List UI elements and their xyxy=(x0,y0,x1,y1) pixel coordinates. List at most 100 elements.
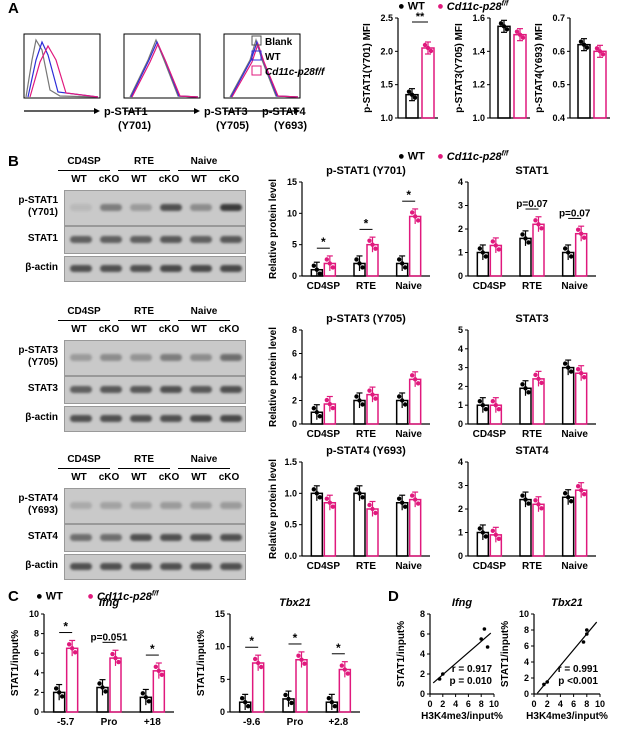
y-tick-label: 2 xyxy=(420,669,425,679)
blot-band xyxy=(160,502,182,509)
mfi-ylabel: p-STAT1(Y701) MFI xyxy=(362,23,373,113)
legend-ko-dot: ● xyxy=(437,150,444,163)
y-tick-label: 0.0 xyxy=(284,551,297,561)
data-point xyxy=(477,399,483,404)
flow-curve-ko-1 xyxy=(29,44,99,98)
flow-box-2 xyxy=(123,33,201,99)
y-tick-label: 0 xyxy=(524,689,529,699)
data-point xyxy=(357,398,362,403)
legend-ko-label: Cd11c-p28f/f xyxy=(97,590,159,603)
y-tick-label: 8 xyxy=(292,325,297,335)
data-point xyxy=(597,49,603,54)
chart-title: STAT3 xyxy=(515,313,548,325)
data-point xyxy=(311,406,317,411)
flow-arrows xyxy=(24,108,300,114)
blot-band xyxy=(130,386,152,393)
data-point xyxy=(480,250,486,255)
flow-xlabel-1b: (Y701) xyxy=(118,120,151,132)
data-point xyxy=(314,491,320,496)
stat-label: p <0.001 xyxy=(558,676,598,687)
flow-legend-wt: WT xyxy=(265,52,281,63)
data-point xyxy=(415,218,421,223)
blot-band xyxy=(130,415,152,422)
data-point xyxy=(317,414,323,419)
x-tick-label: RTE xyxy=(522,281,542,292)
blot-band xyxy=(100,534,122,541)
blot-band xyxy=(220,265,242,272)
flow-box-3 xyxy=(223,33,301,99)
data-point xyxy=(490,528,496,534)
lane-label: cKO xyxy=(158,174,180,185)
scatter-point xyxy=(581,640,586,644)
flow-xlabel-1a: p-STAT1 xyxy=(104,106,148,118)
data-point xyxy=(562,246,568,251)
blot-band xyxy=(70,563,92,570)
data-point xyxy=(565,495,571,500)
chart-7: Ifng 0 2 4 6 8 10 STAT1/input% -5.7 * Pro p=0.051 +1… xyxy=(10,597,174,728)
data-point xyxy=(72,650,78,655)
scatter-point xyxy=(479,637,484,641)
x-tick-label: 8 xyxy=(584,699,589,709)
data-point xyxy=(517,32,523,37)
blot-band xyxy=(130,502,152,509)
blot-band xyxy=(130,265,152,272)
data-point xyxy=(523,236,528,241)
data-point xyxy=(146,699,152,704)
data-point xyxy=(327,500,333,505)
chart-1: p-STAT1 (Y701) 0 5 10 15 Relative protein lev… xyxy=(268,165,430,292)
blot-band xyxy=(220,563,242,570)
data-point xyxy=(575,227,581,232)
x-tick-label: CD4SP xyxy=(307,281,341,292)
data-point xyxy=(360,402,365,407)
data-point xyxy=(496,536,502,542)
y-tick-label: 8 xyxy=(420,609,425,619)
data-point xyxy=(498,21,504,26)
data-point xyxy=(581,375,587,380)
blot-row-label: STAT4 xyxy=(27,531,58,542)
blot-header: CD4SP xyxy=(67,454,101,465)
mfi-chart-1: 1.0 1.5 2.0 2.5 p-STAT1(Y701) MFI ** xyxy=(362,11,438,123)
data-point xyxy=(565,365,571,370)
data-point xyxy=(480,403,486,408)
flow-hist-2 xyxy=(123,33,201,99)
data-point xyxy=(409,92,415,97)
legend-a: ● WT ● Cd11c-p28f/f xyxy=(398,0,508,13)
blot-band xyxy=(220,386,242,393)
data-point xyxy=(324,257,330,262)
bar-wt xyxy=(310,492,324,557)
data-point xyxy=(562,361,568,366)
bar-ko xyxy=(408,498,422,557)
blot-band xyxy=(160,563,182,570)
blot-strip xyxy=(64,190,246,226)
x-tick-label: 6 xyxy=(466,699,471,709)
data-point xyxy=(399,261,405,266)
lane-label: cKO xyxy=(158,472,180,483)
data-point xyxy=(493,532,499,538)
panel-label-c: C xyxy=(8,588,19,605)
data-point xyxy=(113,655,118,661)
data-point xyxy=(490,239,496,244)
legend-wt-dot: ● xyxy=(398,150,405,163)
bar-ko xyxy=(574,372,588,425)
blot-band xyxy=(130,563,152,570)
data-point xyxy=(523,386,528,391)
data-point xyxy=(330,265,336,270)
y-tick-label: 4 xyxy=(34,668,39,678)
y-tick-label: 5 xyxy=(292,240,297,250)
blot-band xyxy=(190,415,212,422)
blot-header: RTE xyxy=(134,454,154,465)
blot-band xyxy=(70,265,92,272)
lane-label: cKO xyxy=(98,472,120,483)
y-tick-label: 15 xyxy=(287,177,297,187)
data-point xyxy=(480,530,486,535)
legend-c: ● WT ● Cd11c-p28f/f xyxy=(36,590,158,603)
y-tick-label: 0 xyxy=(220,707,225,717)
data-point xyxy=(578,371,584,376)
data-point xyxy=(327,261,333,266)
blot-group-1: CD4SP RTE Naive WT cKO WT cKO WT cKO p-STAT1 (Y70… xyxy=(0,150,250,290)
chart-ylabel: Relative protein level xyxy=(268,179,279,279)
blot-band xyxy=(70,415,92,422)
data-point xyxy=(53,686,59,691)
data-point xyxy=(520,493,525,498)
y-tick-label: 4 xyxy=(458,177,463,187)
